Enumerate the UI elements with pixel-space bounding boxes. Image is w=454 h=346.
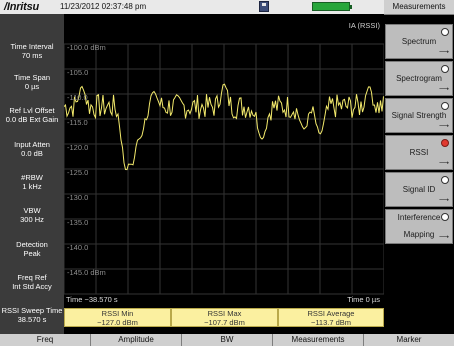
param-label: RSSI Sweep Time [1, 306, 63, 315]
arrow-right-icon: ⟶ [438, 49, 449, 56]
tab-freq[interactable]: Freq [0, 334, 91, 346]
radio-icon [441, 176, 449, 184]
tab-measurements[interactable]: Measurements [273, 334, 364, 346]
param-rbw: #RBW 1 kHz [0, 173, 64, 191]
menu-title: Measurements [384, 0, 454, 15]
arrow-right-icon: ⟶ [438, 234, 449, 241]
y-tick-label: -120.0 [67, 143, 89, 152]
menu-item-label: RSSI [409, 148, 429, 157]
rssi-max-readout: RSSI Max −107.7 dBm [171, 308, 278, 327]
rssi-average-value: −113.7 dBm [310, 318, 352, 327]
param-freq-ref: Freq Ref Int Std Accy [0, 273, 64, 291]
param-label: Input Atten [14, 140, 50, 149]
param-value: 300 Hz [20, 215, 44, 224]
param-value: Int Std Accy [12, 282, 52, 291]
radio-icon [441, 65, 449, 73]
rssi-max-value: −107.7 dBm [204, 318, 245, 327]
y-tick-label: -110.0 [67, 93, 88, 102]
y-tick-label: -140.0 [67, 243, 89, 252]
measurements-menu: Measurements Spectrum ⟶ Spectrogram ⟶ Si… [384, 0, 454, 334]
rssi-max-label: RSSI Max [207, 309, 242, 318]
radio-icon [441, 28, 449, 36]
menu-item-label-line1: Interference [397, 213, 441, 222]
time-start-label: Time −38.570 s [66, 295, 118, 304]
rssi-min-label: RSSI Min [101, 309, 134, 318]
radio-icon [441, 102, 449, 110]
brand-logo: /Inritsu [4, 1, 40, 13]
y-tick-label: -115.0 [67, 118, 88, 127]
menu-item-rssi[interactable]: RSSI ⟶ [385, 135, 453, 170]
param-label: #RBW [21, 173, 43, 182]
menu-item-label: Spectrogram [396, 74, 442, 83]
param-value: 38.570 s [17, 315, 47, 324]
measurement-mode-label: IA (RSSI) [348, 21, 380, 30]
param-label: VBW [23, 206, 41, 215]
rssi-min-value: −127.0 dBm [97, 318, 138, 327]
rssi-min-readout: RSSI Min −127.0 dBm [64, 308, 171, 327]
param-value: 0.0 dB Ext Gain [5, 115, 59, 124]
param-label: Ref Lvl Offset [9, 106, 55, 115]
param-time-span: Time Span 0 µs [0, 73, 64, 91]
menu-item-label: Spectrum [401, 37, 437, 46]
tab-bw[interactable]: BW [182, 334, 273, 346]
rssi-average-label: RSSI Average [307, 309, 355, 318]
arrow-right-icon: ⟶ [438, 123, 449, 130]
menu-item-spectrogram[interactable]: Spectrogram ⟶ [385, 61, 453, 96]
param-value: 70 ms [21, 51, 43, 60]
battery-icon [312, 2, 352, 11]
param-label: Time Interval [10, 42, 54, 51]
status-bar: /Inritsu 11/23/2012 02:37:48 pm [0, 0, 384, 15]
save-disk-icon [259, 1, 269, 12]
rssi-trace [64, 83, 384, 171]
param-input-atten: Input Atten 0.0 dB [0, 140, 64, 158]
param-value: 0.0 dB [21, 149, 43, 158]
param-detection: Detection Peak [0, 240, 64, 258]
radio-selected-icon [441, 139, 449, 147]
arrow-right-icon: ⟶ [438, 86, 449, 93]
datetime: 11/23/2012 02:37:48 pm [60, 2, 147, 11]
radio-icon [441, 213, 449, 221]
menu-item-signal-strength[interactable]: Signal Strength ⟶ [385, 98, 453, 133]
rssi-trace-svg [64, 43, 384, 295]
rssi-average-readout: RSSI Average −113.7 dBm [278, 308, 384, 327]
y-tick-label: -145.0 dBm [67, 268, 106, 277]
arrow-right-icon: ⟶ [438, 160, 449, 167]
param-value: Peak [23, 249, 41, 258]
menu-item-interference-mapping[interactable]: Interference Mapping ⟶ [385, 209, 453, 244]
tab-marker[interactable]: Marker [364, 334, 454, 346]
y-tick-label: -135.0 [67, 218, 89, 227]
param-rssi-sweep-time: RSSI Sweep Time 38.570 s [0, 306, 64, 324]
param-value: 1 kHz [22, 182, 42, 191]
tab-amplitude[interactable]: Amplitude [91, 334, 182, 346]
y-tick-label: -125.0 [67, 168, 89, 177]
menu-item-label-line2: Mapping [403, 230, 435, 239]
parameter-panel: Time Interval 70 ms Time Span 0 µs Ref L… [0, 14, 64, 334]
rssi-plot[interactable]: IA (RSSI) -100.0 dBm -105.0 -110.0 -115.… [64, 14, 384, 308]
param-vbw: VBW 300 Hz [0, 206, 64, 224]
menu-item-spectrum[interactable]: Spectrum ⟶ [385, 24, 453, 59]
param-label: Freq Ref [17, 273, 47, 282]
y-tick-label: -100.0 dBm [67, 43, 106, 52]
time-end-label: Time 0 µs [347, 295, 380, 304]
param-value: 0 µs [24, 82, 40, 91]
param-ref-lvl-offset: Ref Lvl Offset 0.0 dB Ext Gain [0, 106, 64, 124]
menu-item-label: Signal ID [402, 185, 436, 194]
param-label: Time Span [14, 73, 50, 82]
y-tick-label: -105.0 [67, 68, 89, 77]
menu-item-signal-id[interactable]: Signal ID ⟶ [385, 172, 453, 207]
param-label: Detection [16, 240, 48, 249]
y-tick-label: -130.0 [67, 193, 89, 202]
menu-item-label: Signal Strength [391, 111, 447, 120]
param-time-interval: Time Interval 70 ms [0, 42, 64, 60]
arrow-right-icon: ⟶ [438, 197, 449, 204]
